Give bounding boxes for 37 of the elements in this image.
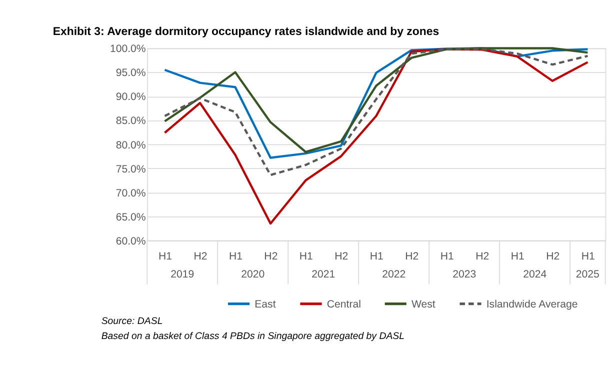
y-tick-label: 95.0% xyxy=(116,67,146,80)
text: 2019 xyxy=(170,268,194,280)
text: 2025 xyxy=(576,268,600,280)
text: Based on a basket of Class 4 PBDs in Singapore aggregated by DASL xyxy=(101,331,405,342)
x-tick-label: H2 xyxy=(194,250,208,262)
x-tick-label: H1 xyxy=(440,250,454,262)
x-tick-label: H2 xyxy=(405,250,419,262)
x-tick-label: H1 xyxy=(228,250,243,262)
x-tick-label: H2 xyxy=(264,250,278,262)
text: 2022 xyxy=(382,268,406,280)
text: 2021 xyxy=(312,268,336,280)
x-tick-label: H1 xyxy=(510,250,525,262)
x-tick-label: H1 xyxy=(158,250,172,262)
y-tick-label: 70.0% xyxy=(116,187,146,200)
y-tick-label: 80.0% xyxy=(116,139,146,152)
y-tick-label: 90.0% xyxy=(116,91,146,104)
legend-label: Central xyxy=(326,298,361,310)
legend-label: Islandwide Average xyxy=(486,298,578,310)
y-tick-label: 100.0% xyxy=(110,43,146,56)
x-tick-label: H2 xyxy=(476,250,490,262)
x-tick-label: H2 xyxy=(546,250,560,262)
y-tick-label: 75.0% xyxy=(116,163,146,176)
source-note: Source: DASL xyxy=(101,316,163,328)
line-series xyxy=(164,48,589,225)
y-tick-label: 65.0% xyxy=(116,211,146,224)
x-tick-label: H2 xyxy=(334,250,348,262)
y-tick-label: 85.0% xyxy=(116,115,146,128)
legend-label: East xyxy=(254,298,276,310)
x-tick-label: H1 xyxy=(299,250,314,262)
text: 2024 xyxy=(523,268,547,280)
x-tick-label: H1 xyxy=(370,250,384,262)
text: 2020 xyxy=(241,268,265,280)
chart-title: Exhibit 3: Average dormitory occupancy rates islandwide and by zones xyxy=(52,26,440,38)
legend-label: West xyxy=(411,298,436,310)
y-tick-label: 60.0% xyxy=(116,235,146,248)
text: 2023 xyxy=(452,268,476,280)
x-tick-label: H1 xyxy=(581,250,595,262)
